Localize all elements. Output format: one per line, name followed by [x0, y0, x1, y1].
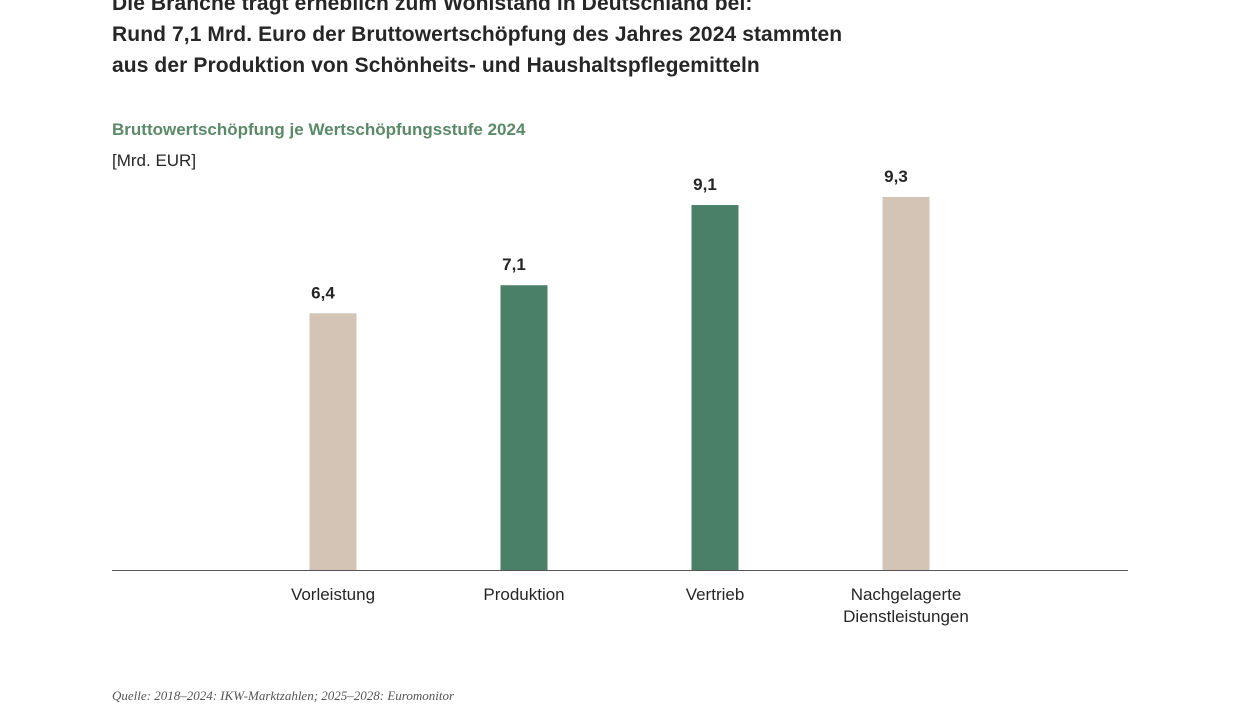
headline-line-2: Rund 7,1 Mrd. Euro der Bruttowertschöpfu…: [112, 23, 843, 46]
headline: Die Branche trägt erheblich zum Wohlstan…: [112, 0, 1012, 81]
x-tick-label: Nachgelagerte: [851, 585, 962, 604]
x-tick-label: Produktion: [483, 585, 564, 604]
chart-title: Bruttowertschöpfung je Wertschöpfungsstu…: [112, 120, 526, 139]
data-label: 9,3: [884, 167, 908, 186]
bar: [309, 313, 357, 570]
data-label: 9,1: [693, 175, 717, 194]
bar: [691, 205, 739, 571]
x-tick-label: Dienstleistungen: [843, 607, 969, 626]
x-tick-label: Vorleistung: [291, 585, 375, 604]
bar: [500, 285, 548, 570]
y-axis-unit-label: [Mrd. EUR]: [112, 151, 197, 170]
x-tick-label: Vertrieb: [686, 585, 745, 604]
data-label: 6,4: [311, 283, 335, 302]
source-note: Quelle: 2018–2024: IKW-Marktzahlen; 2025…: [112, 688, 455, 703]
bar: [882, 197, 930, 570]
headline-line-3: aus der Produktion von Schönheits- und H…: [112, 54, 760, 77]
data-label: 7,1: [502, 255, 526, 274]
headline-line-1: Die Branche trägt erheblich zum Wohlstan…: [112, 0, 753, 15]
